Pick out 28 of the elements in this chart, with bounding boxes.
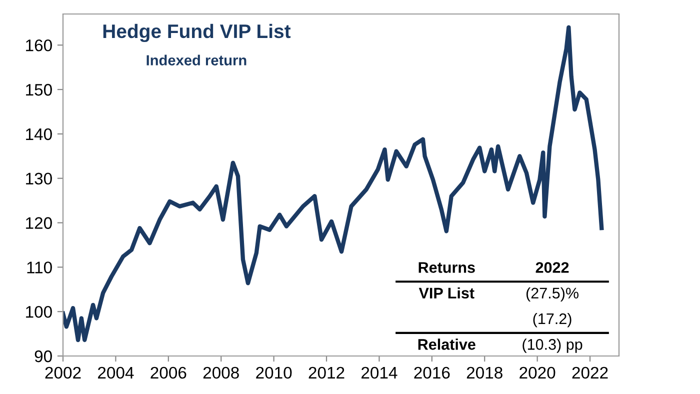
- annotation: 2022: [536, 262, 569, 273]
- annotation: Returns: [418, 262, 475, 273]
- y-tick-label: 130: [26, 172, 52, 185]
- y-tick-label: 140: [26, 128, 52, 140]
- y-tick-label: 100: [26, 306, 52, 318]
- x-tick-label: 2016: [414, 366, 450, 379]
- y-tick-label: 160: [26, 39, 52, 52]
- x-tick-label: 2008: [203, 366, 239, 379]
- annotation: VIP List: [418, 287, 474, 299]
- chart-title: Hedge Fund VIP List: [103, 24, 291, 42]
- y-tick-label: 110: [27, 262, 52, 274]
- y-tick-label: 90: [34, 350, 52, 362]
- y-tick-label: 120: [26, 217, 52, 229]
- x-tick-label: 2004: [98, 366, 134, 379]
- annotation: Relative: [418, 338, 476, 350]
- x-tick-label: 2012: [308, 366, 344, 379]
- x-tick-label: 2002: [45, 366, 81, 379]
- text: Indexed return: [146, 54, 246, 66]
- x-tick-label: 2020: [520, 366, 556, 379]
- annotation: (27.5)%: [526, 287, 578, 302]
- x-tick-label: 2014: [362, 366, 398, 379]
- x-tick-label: 2006: [150, 366, 186, 379]
- x-tick-label: 2022: [572, 366, 608, 379]
- annotation: (10.3) pp: [522, 338, 582, 353]
- x-tick-label: 2010: [256, 366, 292, 379]
- y-tick-label: 150: [26, 84, 52, 96]
- annotation: (17.2): [533, 312, 572, 328]
- x-tick-label: 2018: [466, 366, 502, 379]
